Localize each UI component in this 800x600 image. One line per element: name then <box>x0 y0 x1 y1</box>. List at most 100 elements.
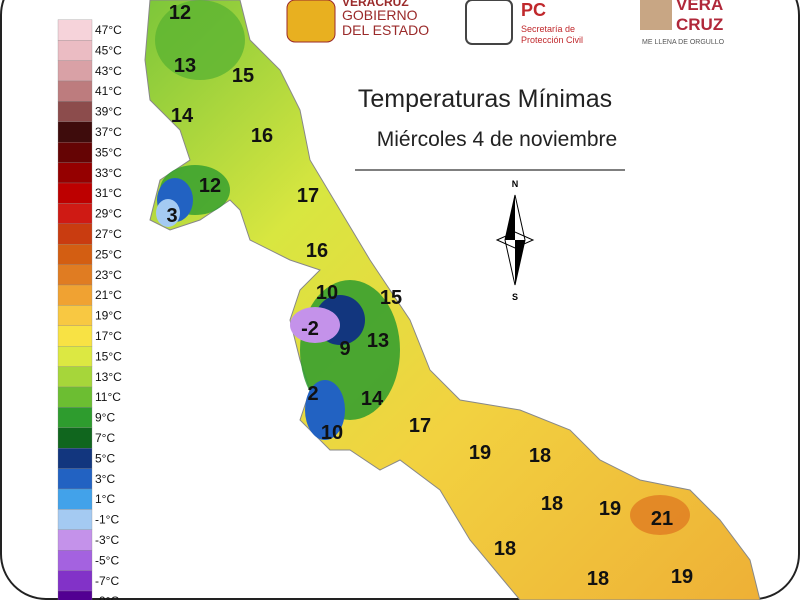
legend-swatch <box>57 182 93 204</box>
legend-swatch <box>57 570 93 592</box>
legend-swatch <box>57 203 93 224</box>
legend-label: 3°C <box>95 472 115 486</box>
map-label: 13 <box>367 330 389 352</box>
map-label: 2 <box>307 383 318 405</box>
legend-label: 23°C <box>95 268 122 282</box>
map-label: 19 <box>671 566 693 588</box>
legend-label: -1°C <box>95 513 119 527</box>
map <box>144 0 761 600</box>
legend-swatch <box>57 468 93 490</box>
legend-swatch <box>57 19 93 41</box>
legend-label: -5°C <box>95 553 119 567</box>
legend-swatch <box>57 142 93 163</box>
legend-label: 25°C <box>95 247 122 261</box>
legend-swatch <box>57 223 93 245</box>
logo-brand-line1: VERA <box>676 0 723 14</box>
legend-swatch <box>57 448 93 469</box>
map-label: 12 <box>199 175 221 197</box>
legend-label: 33°C <box>95 166 122 180</box>
map-label: 15 <box>232 65 254 87</box>
map-label: 21 <box>651 508 673 530</box>
legend-swatch <box>57 284 93 306</box>
legend-swatch <box>57 509 93 530</box>
compass-north: N <box>512 179 519 189</box>
map-label: 3 <box>166 205 177 227</box>
map-label: 17 <box>297 185 319 207</box>
map-label: 17 <box>409 415 431 437</box>
legend-label: -3°C <box>95 533 119 547</box>
compass-south: S <box>512 292 518 302</box>
logo-state-line1: GOBIERNO <box>342 7 418 23</box>
map-label: 13 <box>174 55 196 77</box>
legend-swatch <box>57 386 93 408</box>
legend-swatch <box>57 101 93 122</box>
legend-swatch <box>57 121 93 143</box>
map-label: 9 <box>339 338 350 360</box>
legend-label: 7°C <box>95 431 115 445</box>
logo-pc-line1: Secretaría de <box>521 24 575 34</box>
legend-swatch <box>57 244 93 265</box>
legend-swatch <box>57 529 93 551</box>
legend-label: 35°C <box>95 145 122 159</box>
legend-label: 11°C <box>95 390 121 404</box>
legend-swatch <box>57 80 93 102</box>
map-label: 18 <box>587 568 609 590</box>
map-label: 14 <box>171 105 194 127</box>
map-label: 15 <box>380 287 402 309</box>
map-label: 18 <box>529 445 551 467</box>
title: Temperaturas Mínimas <box>358 85 612 113</box>
legend-label: 39°C <box>95 105 122 119</box>
map-label: 16 <box>251 125 273 147</box>
compass: N S <box>495 179 535 302</box>
legend-swatch <box>57 40 93 61</box>
legend-label: 43°C <box>95 64 122 78</box>
legend-swatch <box>57 550 93 571</box>
map-label: -2 <box>301 318 319 340</box>
legend-label: 1°C <box>95 492 115 506</box>
legend-label: 47°C <box>95 23 122 37</box>
legend-swatch <box>57 590 93 600</box>
logo-state-line2: DEL ESTADO <box>342 22 429 38</box>
logo-brand-tagline: ME LLENA DE ORGULLO <box>642 39 725 46</box>
legend-label: 9°C <box>95 411 115 425</box>
map-labels: 12 13 15 14 16 12 3 17 16 10 15 -2 13 9 2 14 10 17 19 18 18 1… <box>166 2 693 590</box>
logo-state-name: VERACRUZ <box>342 0 409 9</box>
legend-label: 31°C <box>95 186 122 200</box>
legend-label: 15°C <box>95 349 122 363</box>
logo-pc: PC Secretaría de Protección Civil <box>465 0 583 45</box>
logo-brand: VERA CRUZ ME LLENA DE ORGULLO <box>640 0 725 46</box>
subtitle: Miércoles 4 de noviembre <box>377 128 617 151</box>
legend-swatch <box>57 407 93 428</box>
map-label: 14 <box>361 388 384 410</box>
map-label: 10 <box>321 422 343 444</box>
legend-label: 41°C <box>95 84 122 98</box>
map-label: 16 <box>306 240 328 262</box>
logo-pc-name: PC <box>521 0 546 20</box>
legend-swatch <box>57 305 93 326</box>
legend-label: 45°C <box>95 43 122 57</box>
legend-label: 29°C <box>95 207 122 221</box>
legend-label: 19°C <box>95 309 122 323</box>
legend-swatch <box>57 346 93 367</box>
legend-swatch <box>57 427 93 449</box>
logo-brand-line2: CRUZ <box>676 15 723 34</box>
legend-swatch <box>57 264 93 286</box>
logo-pc-line2: Protección Civil <box>521 35 583 45</box>
map-label: 19 <box>599 498 621 520</box>
legend-swatch <box>57 60 93 82</box>
legend-swatch <box>57 162 93 184</box>
legend: 47°C 45°C 43°C 41°C 39°C 37°C 35°C 33°C 31°C 29°C… <box>57 19 122 600</box>
map-label: 10 <box>316 282 338 304</box>
legend-swatch <box>57 366 93 388</box>
legend-label: 13°C <box>95 370 122 384</box>
legend-label: 27°C <box>95 227 122 241</box>
map-label: 12 <box>169 2 191 24</box>
legend-label: -7°C <box>95 574 119 588</box>
legend-label: 5°C <box>95 451 115 465</box>
legend-label: 37°C <box>95 125 122 139</box>
map-label: 18 <box>541 493 563 515</box>
map-label: 19 <box>469 442 491 464</box>
legend-swatch <box>57 325 93 347</box>
logo-state: VERACRUZ GOBIERNO DEL ESTADO <box>286 0 429 43</box>
